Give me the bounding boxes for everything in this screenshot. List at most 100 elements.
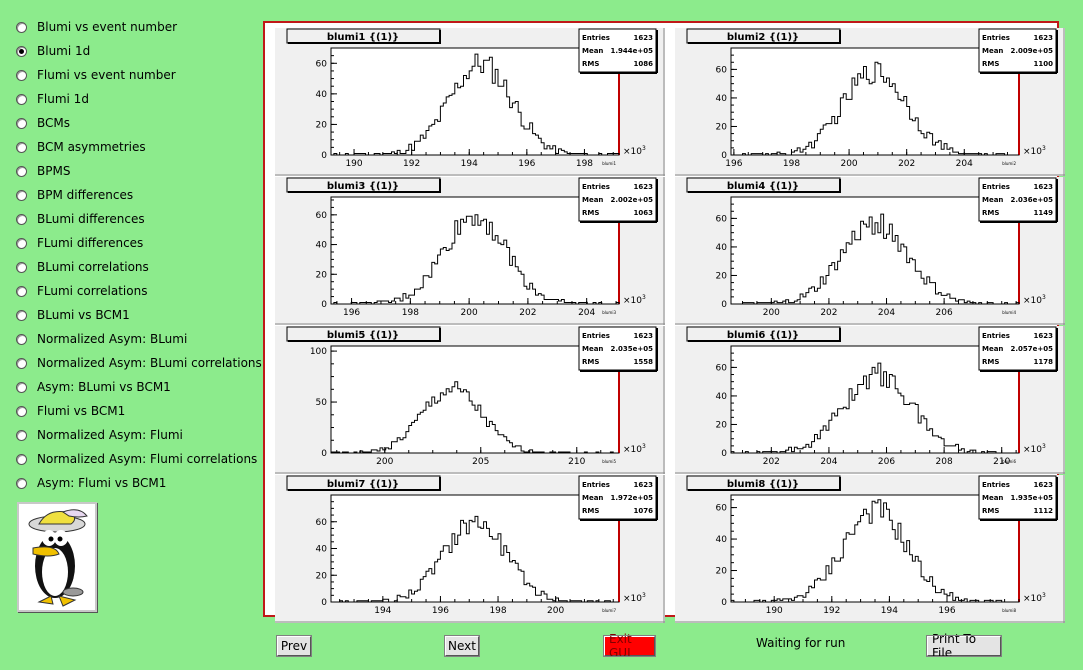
histogram-line — [331, 515, 619, 603]
radio-option[interactable]: Asym: Flumi vs BCM1 — [16, 474, 166, 492]
radio-button[interactable] — [16, 261, 27, 273]
x-scale-label: ×103 — [1023, 443, 1046, 455]
radio-button[interactable] — [16, 285, 27, 297]
radio-button[interactable] — [16, 357, 27, 369]
radio-button[interactable] — [16, 309, 27, 321]
x-tick-label: 196 — [432, 606, 449, 616]
x-tick-label: 200 — [547, 606, 564, 616]
x-tick-label: 196 — [343, 308, 360, 318]
stats-value: 1100 — [1034, 60, 1054, 68]
x-tick-label: 192 — [403, 159, 420, 169]
histogram-pad[interactable]: 0 20 40 60 202 204 206 208 210 ×103 blumi6 blumi6 {… — [675, 326, 1065, 474]
x-tick-label: 196 — [518, 159, 535, 169]
stats-value: 2.035e+05 — [611, 345, 654, 353]
y-tick-label: 0 — [721, 300, 727, 310]
print-to-file-button[interactable]: Print To File — [926, 632, 1002, 660]
next-button[interactable]: Next — [444, 635, 480, 657]
prev-button[interactable]: Prev — [276, 635, 312, 657]
radio-option[interactable]: BLumi correlations — [16, 258, 149, 276]
axis-hist-name: blumi6 — [1002, 459, 1016, 464]
y-tick-label: 60 — [716, 214, 728, 224]
radio-option[interactable]: Blumi 1d — [16, 42, 90, 60]
radio-button[interactable] — [16, 429, 27, 441]
x-tick-label: 205 — [472, 457, 489, 467]
radio-button[interactable] — [16, 141, 27, 153]
plot-frame — [730, 196, 1020, 305]
radio-label: BLumi vs BCM1 — [37, 308, 130, 322]
radio-button[interactable] — [16, 45, 27, 57]
radio-option[interactable]: Flumi vs BCM1 — [16, 402, 125, 420]
radio-button[interactable] — [16, 213, 27, 225]
radio-button[interactable] — [16, 189, 27, 201]
radio-label: FLumi differences — [37, 236, 144, 250]
stats-value: 2.036e+05 — [1011, 196, 1054, 204]
radio-option[interactable]: BPMS — [16, 162, 70, 180]
stats-label: Mean — [582, 196, 603, 204]
x-tick-label: 198 — [783, 159, 800, 169]
x-tick-label: 196 — [725, 159, 742, 169]
y-tick-label: 60 — [316, 211, 328, 221]
radio-button[interactable] — [16, 405, 27, 417]
radio-button[interactable] — [16, 477, 27, 489]
radio-button[interactable] — [16, 21, 27, 33]
radio-option[interactable]: FLumi correlations — [16, 282, 147, 300]
radio-option[interactable]: FLumi differences — [16, 234, 143, 252]
histogram-title: blumi5 {(1)} — [327, 330, 399, 341]
exit-gui-button[interactable]: Exit GUI — [603, 632, 656, 660]
histogram-pad[interactable]: 0 20 40 60 196 198 200 202 204 ×103 blumi3 blumi3 {… — [275, 177, 665, 325]
histogram-pad[interactable]: 0 20 40 60 194 196 198 200 ×103 blumi7 blumi7 {(1)… — [275, 475, 665, 623]
histogram-title: blumi7 {(1)} — [327, 479, 399, 490]
y-tick-label: 50 — [316, 398, 328, 408]
histogram-pad[interactable]: 0 20 40 60 196 198 200 202 204 ×103 blumi2 blumi2 {… — [675, 28, 1065, 176]
stats-value: 1623 — [634, 183, 654, 191]
radio-option[interactable]: Normalized Asym: Flumi — [16, 426, 183, 444]
radio-option[interactable]: Flumi vs event number — [16, 66, 176, 84]
stats-value: 1.944e+05 — [611, 47, 654, 55]
radio-button[interactable] — [16, 69, 27, 81]
histogram-line — [331, 214, 620, 305]
radio-option[interactable]: BCM asymmetries — [16, 138, 146, 156]
stats-label: RMS — [982, 507, 999, 515]
radio-option[interactable]: Blumi vs event number — [16, 18, 177, 36]
radio-button[interactable] — [16, 93, 27, 105]
radio-option[interactable]: BLumi vs BCM1 — [16, 306, 130, 324]
x-tick-label: 200 — [840, 159, 857, 169]
x-scale-label: ×103 — [623, 145, 646, 157]
histogram-svg: 0 20 40 60 202 204 206 208 210 ×103 blumi6 blumi6 {… — [675, 326, 1065, 474]
radio-button[interactable] — [16, 165, 27, 177]
radio-option[interactable]: BLumi differences — [16, 210, 145, 228]
x-tick-label: 210 — [993, 457, 1010, 467]
histogram-pad[interactable]: 0 20 40 60 190 192 194 196 198 ×103 blumi1 blumi1 {… — [275, 28, 665, 176]
radio-button[interactable] — [16, 381, 27, 393]
radio-option[interactable]: Normalized Asym: BLumi correlations — [16, 354, 262, 372]
y-tick-label: 40 — [716, 94, 728, 104]
y-tick-label: 20 — [716, 567, 728, 577]
x-tick-label: 194 — [881, 606, 898, 616]
radio-option[interactable]: Flumi 1d — [16, 90, 89, 108]
histogram-pad[interactable]: 0 20 40 60 190 192 194 196 ×103 blumi8 blumi8 {(1)… — [675, 475, 1065, 623]
histogram-line — [331, 53, 620, 156]
radio-button[interactable] — [16, 237, 27, 249]
radio-option[interactable]: Normalized Asym: BLumi — [16, 330, 187, 348]
y-tick-label: 60 — [716, 363, 728, 373]
histogram-title: blumi3 {(1)} — [327, 181, 399, 192]
histogram-pad[interactable]: 0 50 100 200 205 210 ×103 blumi5 blumi5 {(1)} Ent… — [275, 326, 665, 474]
y-tick-label: 40 — [716, 243, 728, 253]
radio-button[interactable] — [16, 333, 27, 345]
stats-label: Entries — [582, 332, 610, 340]
y-tick-label: 0 — [321, 598, 327, 608]
radio-option[interactable]: BPM differences — [16, 186, 133, 204]
radio-option[interactable]: Asym: BLumi vs BCM1 — [16, 378, 171, 396]
stats-value: 2.009e+05 — [1011, 47, 1054, 55]
histogram-pad[interactable]: 0 20 40 60 200 202 204 206 ×103 blumi4 blumi4 {(1)… — [675, 177, 1065, 325]
stats-label: RMS — [582, 209, 599, 217]
radio-button[interactable] — [16, 453, 27, 465]
radio-option[interactable]: Normalized Asym: Flumi correlations — [16, 450, 257, 468]
stats-label: Entries — [582, 481, 610, 489]
stats-value: 1623 — [1034, 183, 1054, 191]
radio-label: Flumi 1d — [37, 92, 89, 106]
y-tick-label: 20 — [316, 571, 328, 581]
histogram-title: blumi4 {(1)} — [727, 181, 799, 192]
radio-option[interactable]: BCMs — [16, 114, 70, 132]
radio-button[interactable] — [16, 117, 27, 129]
